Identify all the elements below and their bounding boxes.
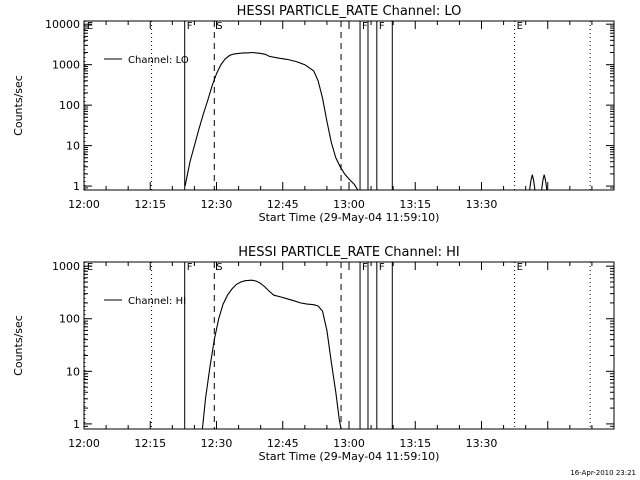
- chart-title: HESSI PARTICLE_RATE Channel: HI: [238, 245, 459, 260]
- x-tick-label: 13:15: [399, 437, 431, 450]
- chart-title: HESSI PARTICLE_RATE Channel: LO: [237, 4, 462, 19]
- event-marker-label: E: [87, 21, 93, 32]
- y-tick-label: 1: [73, 180, 80, 193]
- event-marker-label: E: [87, 262, 93, 273]
- series-line: [184, 51, 359, 191]
- event-marker-label: F: [379, 262, 385, 273]
- series-line: [201, 279, 342, 430]
- event-marker-label: F: [187, 21, 193, 32]
- event-marker-label: F: [362, 21, 368, 32]
- event-marker-label: F: [187, 262, 193, 273]
- event-marker-label: S: [216, 21, 222, 32]
- x-tick-label: 13:15: [399, 198, 431, 211]
- plot-frame: [83, 20, 615, 191]
- footer-timestamp: 16-Apr-2010 23:21: [570, 469, 636, 477]
- event-marker-label: F: [379, 21, 385, 32]
- event-marker-label: F: [362, 262, 368, 273]
- y-tick-label: 10: [66, 140, 80, 153]
- y-axis-title: Counts/sec: [12, 75, 25, 136]
- legend-label: Channel: HI: [128, 296, 186, 307]
- x-tick-label: 12:45: [267, 198, 299, 211]
- plot-frame: [83, 261, 615, 430]
- y-tick-label: 10: [66, 365, 80, 378]
- event-marker-label: E: [517, 21, 523, 32]
- chart-1: HESSI PARTICLE_RATE Channel: LOE F S F F E110…: [12, 4, 615, 224]
- x-tick-label: 13:30: [466, 437, 498, 450]
- y-tick-label: 100: [59, 313, 80, 326]
- x-tick-label: 12:00: [68, 198, 100, 211]
- x-tick-label: 13:30: [466, 198, 498, 211]
- x-tick-label: 12:45: [267, 437, 299, 450]
- y-tick-label: 1000: [52, 59, 80, 72]
- series-line: [541, 174, 548, 191]
- y-tick-label: 1: [73, 418, 80, 431]
- x-tick-label: 12:30: [201, 437, 233, 450]
- x-tick-label: 12:00: [68, 437, 100, 450]
- legend-label: Channel: LO: [128, 55, 189, 66]
- x-axis-title: Start Time (29-May-04 11:59:10): [259, 450, 440, 463]
- event-marker-label: E: [517, 262, 523, 273]
- x-tick-label: 12:15: [134, 198, 166, 211]
- x-tick-label: 12:15: [134, 437, 166, 450]
- y-tick-label: 10000: [45, 18, 80, 31]
- x-tick-label: 13:00: [333, 437, 365, 450]
- event-marker-label: S: [216, 262, 222, 273]
- series-line: [529, 174, 536, 191]
- x-axis-title: Start Time (29-May-04 11:59:10): [259, 211, 440, 224]
- y-axis-title: Counts/sec: [12, 315, 25, 376]
- x-tick-label: 12:30: [201, 198, 233, 211]
- chart-2: HESSI PARTICLE_RATE Channel: HIE F S F F E110…: [12, 245, 615, 463]
- x-tick-label: 13:00: [333, 198, 365, 211]
- y-tick-label: 1000: [52, 260, 80, 273]
- y-tick-label: 100: [59, 99, 80, 112]
